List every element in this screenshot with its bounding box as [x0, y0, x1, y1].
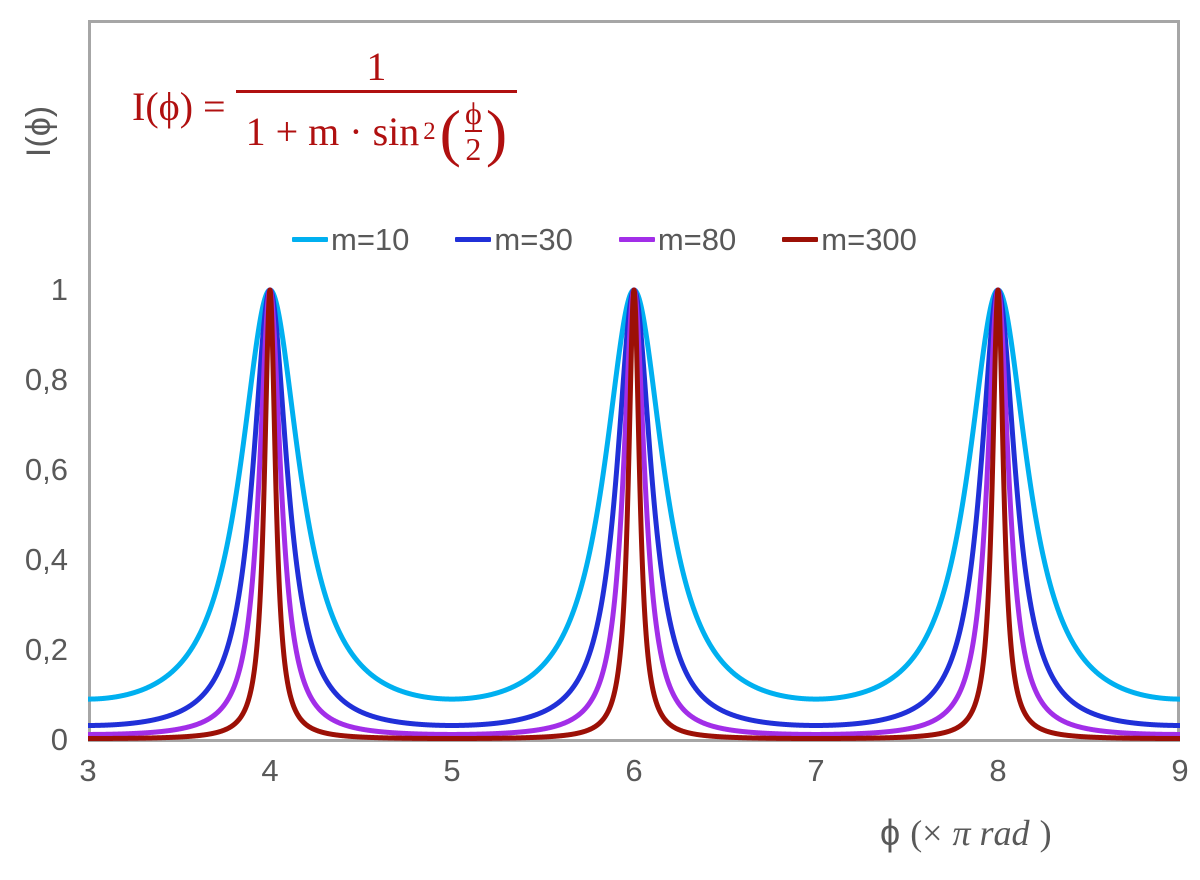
y-axis-title-text: I(ϕ): [20, 105, 59, 158]
formula-paren-open: (: [439, 96, 461, 168]
x-tick-label: 3: [79, 753, 97, 788]
x-tick-label: 9: [1171, 753, 1189, 788]
formula-inner-fraction-bar: [464, 130, 482, 132]
x-tick-label: 7: [807, 753, 825, 788]
formula-inner-denominator: 2: [465, 131, 482, 167]
legend-item[interactable]: m=10: [292, 224, 409, 255]
legend-label: m=10: [331, 222, 410, 257]
x-axis-unit: π rad: [952, 813, 1030, 853]
legend-label: m=30: [494, 222, 573, 257]
x-axis-title-symbol: ϕ: [880, 812, 901, 853]
formula-fraction: 1 1 + m · sin 2 ( ϕ 2 ): [235, 44, 518, 168]
x-tick-label: 4: [261, 753, 279, 788]
x-axis-baseline: [88, 739, 1180, 742]
legend-color-swatch: [455, 237, 492, 242]
legend: m=10 m=30 m=80 m=300: [292, 224, 917, 255]
x-axis-unit-close: ): [1039, 813, 1052, 853]
y-tick-label: 1: [50, 272, 68, 307]
formula-lhs: I(ϕ): [132, 83, 194, 129]
legend-item[interactable]: m=300: [782, 224, 917, 255]
formula-denominator-prefix: 1 + m · sin: [245, 108, 420, 154]
x-tick-label: 5: [443, 753, 461, 788]
legend-item[interactable]: m=80: [618, 222, 737, 257]
formula-inner-fraction: ϕ 2: [464, 95, 482, 167]
x-tick-label: 8: [989, 753, 1007, 788]
y-tick-label: 0,8: [24, 362, 68, 397]
legend-color-swatch: [782, 237, 819, 242]
y-axis-title: I(ϕ): [14, 106, 66, 157]
y-tick-label: 0: [50, 722, 68, 757]
y-tick-label: 0,6: [24, 452, 68, 487]
legend-item[interactable]: m=30: [455, 222, 573, 257]
legend-label: m=80: [657, 222, 737, 257]
y-tick-label: 0,2: [24, 632, 68, 667]
x-axis-title: ϕ (× π rad ): [880, 812, 1052, 854]
y-tick-label: 0,4: [24, 542, 68, 577]
x-axis-unit-open: (×: [910, 813, 943, 853]
formula-paren-close: ): [485, 96, 508, 168]
x-tick-label: 6: [625, 753, 643, 788]
formula-numerator: 1: [366, 44, 387, 89]
formula-annotation: I(ϕ) = 1 1 + m · sin 2 ( ϕ 2 ): [132, 44, 518, 168]
legend-label: m=300: [821, 222, 917, 257]
legend-color-swatch: [618, 237, 655, 242]
formula-denominator: 1 + m · sin 2 ( ϕ 2 ): [245, 95, 508, 168]
formula-fraction-bar: [235, 90, 518, 93]
formula-inner-numerator: ϕ: [464, 95, 482, 131]
legend-color-swatch: [292, 237, 328, 242]
formula-equals: =: [203, 83, 226, 129]
